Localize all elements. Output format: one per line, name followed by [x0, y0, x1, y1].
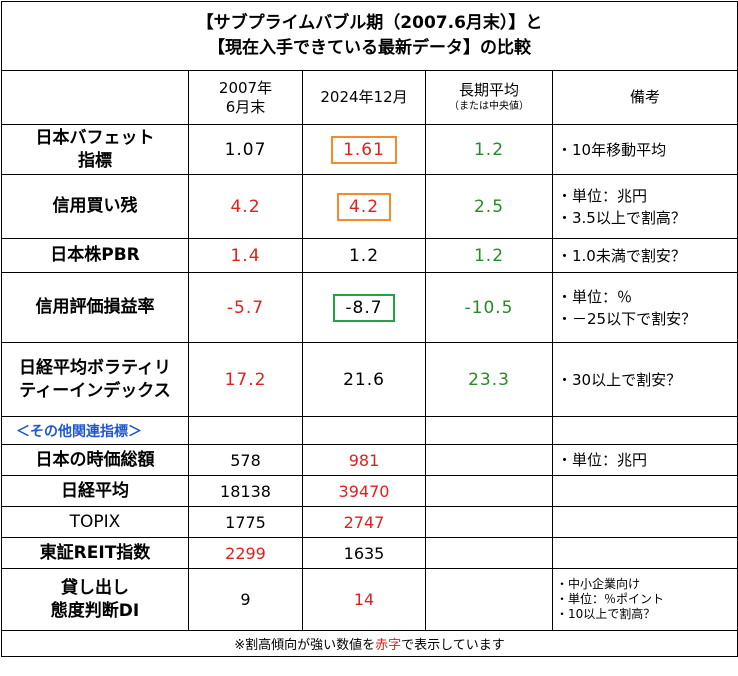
cell-2007: 1.07 — [188, 124, 303, 175]
section-row: ＜その他関連指標＞ — [1, 416, 738, 445]
cell-2007: -5.7 — [188, 272, 303, 343]
highlight-box-orange: 4.2 — [336, 192, 392, 221]
cell-2007: 1.4 — [188, 238, 303, 273]
note-line: ・単位：％ — [557, 287, 633, 306]
row-label-topix: TOPIX — [1, 506, 189, 538]
row-label-market-cap: 日本の時価総額 — [1, 444, 189, 476]
row-label-nikkei: 日経平均 — [1, 475, 189, 507]
highlight-box-green: -8.7 — [333, 293, 395, 322]
header-2024: 2024年12月 — [302, 70, 426, 125]
cell-2007: 578 — [188, 444, 303, 476]
cell-avg — [425, 537, 553, 569]
cell-avg: -10.5 — [425, 272, 553, 343]
cell-notes: ・30以上で割安？ — [551, 342, 738, 417]
row-label-margin-pl: 信用評価損益率 — [1, 272, 189, 343]
note-line: ・10以上で割高？ — [556, 607, 656, 621]
empty-cell — [551, 416, 738, 445]
header-long-term-avg: 長期平均 （または中央値） — [425, 70, 553, 125]
empty-cell — [302, 416, 426, 445]
cell-2007: 18138 — [188, 475, 303, 507]
row-label-line: 指標 — [78, 150, 112, 171]
title-line-1: 【サブプライムバブル期（2007.6月末）】と — [196, 13, 543, 33]
header-2007-line1: 2007年 — [218, 78, 273, 97]
cell-avg — [425, 444, 553, 476]
cell-notes — [551, 537, 738, 569]
footer-highlight: 赤字 — [375, 638, 402, 653]
table-title: 【サブプライムバブル期（2007.6月末）】と 【現在入手できている最新データ】… — [0, 1, 738, 71]
cell-2024: 1635 — [302, 537, 426, 569]
row-label-line: 日本バフェット — [35, 127, 155, 148]
row-label-vix: 日経平均ボラティリ ティーインデックス — [1, 342, 189, 417]
highlight-box-orange: 1.61 — [331, 135, 397, 164]
row-label-lending-di: 貸し出し 態度判断DI — [1, 568, 189, 631]
comparison-table: 【サブプライムバブル期（2007.6月末）】と 【現在入手できている最新データ】… — [0, 1, 738, 657]
empty-cell — [425, 416, 553, 445]
cell-2024: 1.61 — [302, 124, 426, 175]
cell-2024: 2747 — [302, 506, 426, 538]
note-line: ・中小企業向け — [556, 577, 641, 591]
row-label-buffett: 日本バフェット 指標 — [1, 124, 189, 175]
row-label-line: ティーインデックス — [19, 380, 171, 401]
cell-2024: 14 — [302, 568, 426, 631]
row-label-line: 貸し出し — [61, 577, 129, 598]
note-line: ・単位：兆円 — [557, 186, 648, 205]
table-row: 日経平均 18138 39470 — [1, 475, 738, 507]
title-line-2: 【現在入手できている最新データ】の比較 — [208, 38, 532, 58]
row-label-line: 日経平均ボラティリ — [19, 357, 171, 378]
cell-notes — [551, 506, 738, 538]
cell-notes: ・単位：％ ・－25以下で割安？ — [551, 272, 738, 343]
cell-avg — [425, 475, 553, 507]
cell-2024: 21.6 — [302, 342, 426, 417]
cell-avg: 23.3 — [425, 342, 553, 417]
table-row: TOPIX 1775 2747 — [1, 506, 738, 538]
note-line: ・3.5以上で割高？ — [557, 208, 686, 227]
table-row: 日本の時価総額 578 981 ・単位：兆円 — [1, 444, 738, 476]
table-row: 信用買い残 4.2 4.2 2.5 ・単位：兆円 ・3.5以上で割高？ — [1, 174, 738, 239]
note-line: ・単位：％ポイント — [556, 592, 665, 606]
cell-notes: ・単位：兆円 ・3.5以上で割高？ — [551, 174, 738, 239]
cell-2024: 4.2 — [302, 174, 426, 239]
footer-text: で表示しています — [401, 638, 505, 653]
header-avg-label: 長期平均 — [458, 81, 519, 99]
table-row: 日本バフェット 指標 1.07 1.61 1.2 ・10年移動平均 — [1, 124, 738, 175]
cell-2024: 981 — [302, 444, 426, 476]
table-row: 信用評価損益率 -5.7 -8.7 -10.5 ・単位：％ ・－25以下で割安？ — [1, 272, 738, 343]
cell-2007: 9 — [188, 568, 303, 631]
note-line: ・－25以下で割安？ — [557, 309, 697, 328]
cell-notes: ・中小企業向け ・単位：％ポイント ・10以上で割高？ — [551, 568, 738, 631]
table-row: 日経平均ボラティリ ティーインデックス 17.2 21.6 23.3 ・30以上… — [1, 342, 738, 417]
cell-2007: 4.2 — [188, 174, 303, 239]
table-row: 東証REIT指数 2299 1635 — [1, 537, 738, 569]
cell-avg: 2.5 — [425, 174, 553, 239]
header-avg-sub: （または中央値） — [449, 101, 529, 112]
cell-avg — [425, 506, 553, 538]
cell-avg: 1.2 — [425, 238, 553, 273]
cell-notes: ・単位：兆円 — [551, 444, 738, 476]
table-row: 日本株PBR 1.4 1.2 1.2 ・1.0未満で割安？ — [1, 238, 738, 273]
cell-notes: ・10年移動平均 — [551, 124, 738, 175]
row-label-reit: 東証REIT指数 — [1, 537, 189, 569]
cell-2024: 39470 — [302, 475, 426, 507]
cell-notes — [551, 475, 738, 507]
footer-note: ※割高傾向が強い数値を赤字で表示しています — [0, 630, 738, 657]
header-2007: 2007年 6月末 — [188, 70, 303, 125]
cell-2024: 1.2 — [302, 238, 426, 273]
cell-2024: -8.7 — [302, 272, 426, 343]
cell-2007: 1775 — [188, 506, 303, 538]
row-label-line: 態度判断DI — [50, 600, 140, 621]
footer-text: ※割高傾向が強い数値を — [234, 638, 376, 653]
row-label-pbr: 日本株PBR — [1, 238, 189, 273]
cell-avg: 1.2 — [425, 124, 553, 175]
empty-cell — [188, 416, 303, 445]
row-label-margin-buying: 信用買い残 — [1, 174, 189, 239]
cell-2007: 17.2 — [188, 342, 303, 417]
table-row: 貸し出し 態度判断DI 9 14 ・中小企業向け ・単位：％ポイント ・10以上… — [1, 568, 738, 631]
cell-avg — [425, 568, 553, 631]
header-blank — [1, 70, 189, 125]
header-notes: 備考 — [551, 70, 738, 125]
section-label: ＜その他関連指標＞ — [1, 416, 189, 445]
cell-notes: ・1.0未満で割安？ — [551, 238, 738, 273]
cell-2007: 2299 — [188, 537, 303, 569]
header-2007-line2: 6月末 — [225, 97, 266, 116]
